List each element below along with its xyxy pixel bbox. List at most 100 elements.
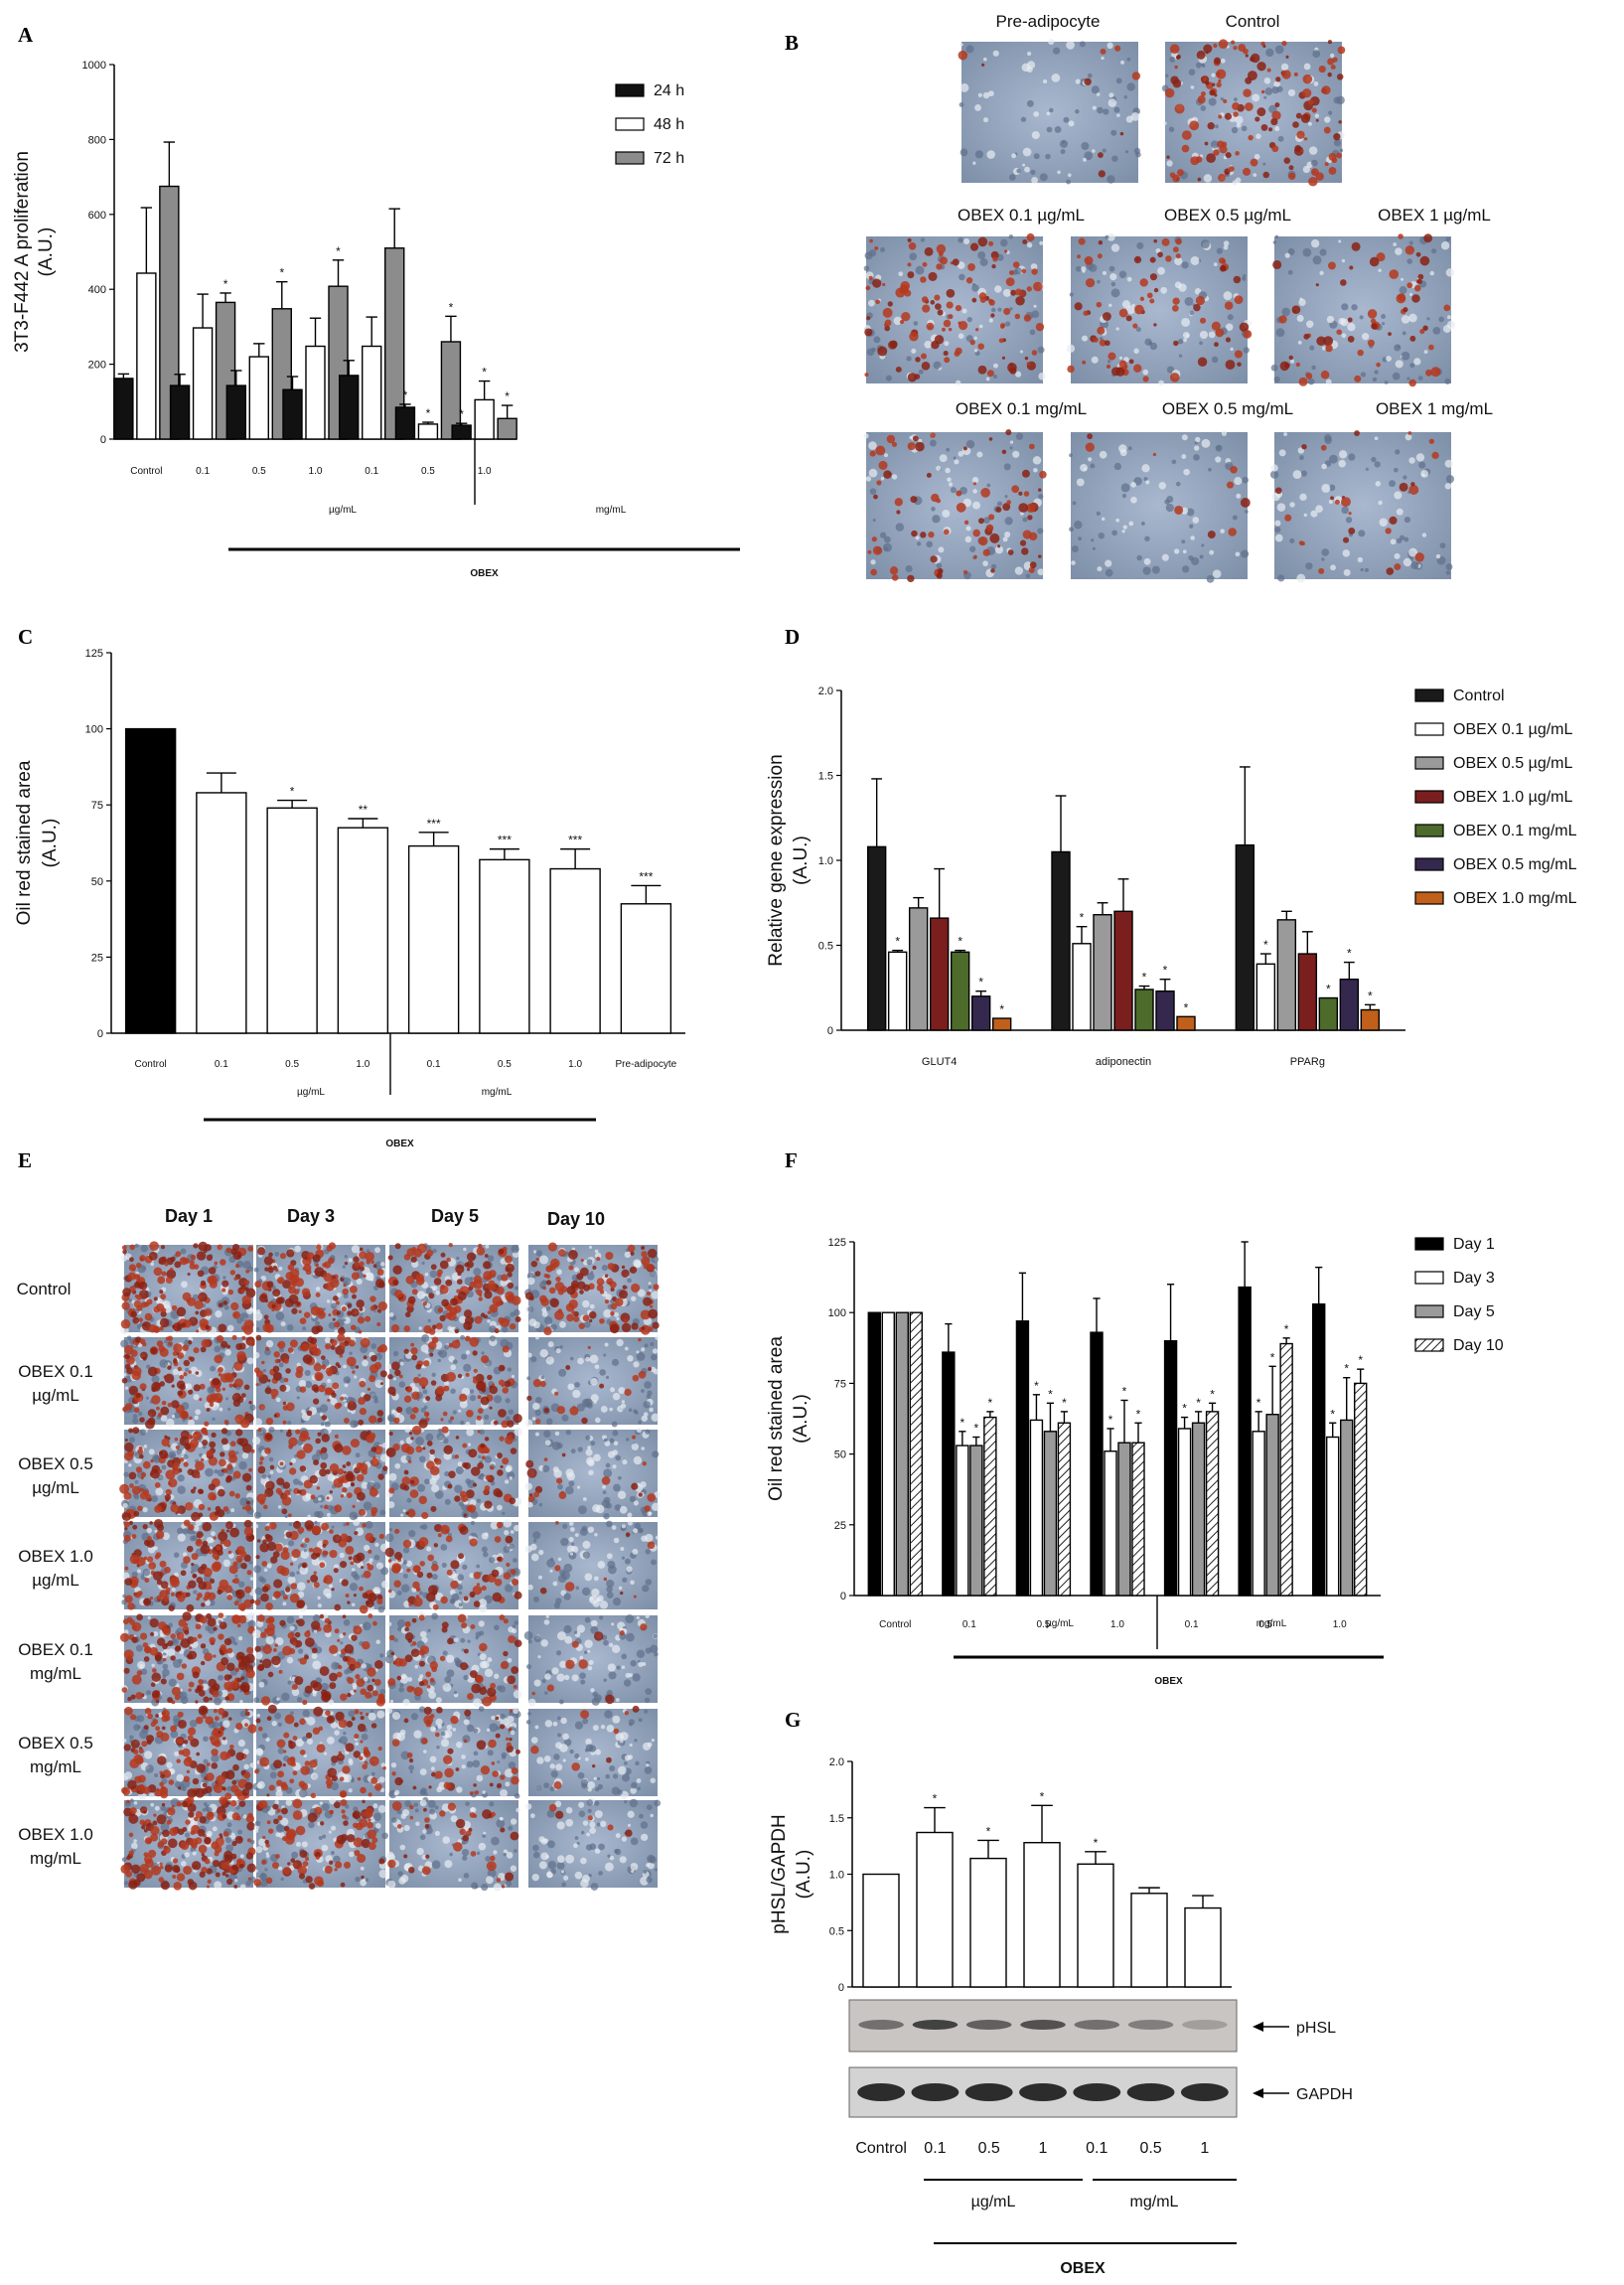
cell-dot [613, 1537, 620, 1544]
lipid-droplet [1223, 98, 1228, 104]
cell-dot [1410, 561, 1419, 570]
cell-dot [429, 1477, 437, 1485]
bar [956, 1445, 969, 1597]
cell-dot [1203, 174, 1213, 183]
cell-dot [924, 341, 933, 349]
lipid-droplet [259, 1456, 264, 1461]
cell-dot [437, 1358, 441, 1363]
cell-dot [535, 1335, 539, 1340]
lipid-droplet [321, 1434, 330, 1443]
cell-dot [1328, 110, 1333, 115]
lipid-droplet [219, 1458, 226, 1467]
x-tick-label: 0.5 [1036, 1619, 1050, 1630]
lipid-droplet [1294, 145, 1302, 152]
cell-dot [628, 1520, 633, 1526]
cell-dot [189, 1535, 197, 1542]
cell-dot [174, 1412, 181, 1419]
y-tick-label: 1.5 [818, 771, 833, 783]
lipid-droplet [228, 1565, 238, 1575]
cell-dot [142, 1506, 148, 1513]
legend-label: Day 3 [1453, 1270, 1495, 1287]
lipid-droplet [580, 1258, 584, 1263]
cell-dot [1371, 456, 1377, 463]
cell-dot [418, 1326, 423, 1330]
lipid-droplet [358, 1329, 363, 1334]
lipid-droplet [894, 498, 903, 507]
lipid-droplet [638, 1370, 647, 1379]
cell-dot [1038, 372, 1046, 381]
lipid-droplet [632, 1435, 637, 1440]
cell-dot [870, 559, 876, 565]
lipid-droplet [359, 1266, 366, 1272]
lipid-droplet [439, 1260, 449, 1270]
lipid-droplet [579, 1267, 589, 1277]
cell-dot [613, 1483, 621, 1492]
cell-dot [457, 1574, 465, 1582]
lipid-droplet [140, 1301, 147, 1308]
cell-dot [553, 1601, 561, 1609]
lipid-droplet [1204, 141, 1209, 146]
lipid-droplet [235, 1555, 243, 1563]
lipid-droplet [484, 1485, 491, 1491]
cell-dot [303, 1549, 307, 1553]
lipid-droplet [441, 1426, 449, 1434]
lipid-droplet [468, 1448, 478, 1458]
lipid-droplet [221, 1657, 229, 1666]
lipid-droplet [232, 1310, 240, 1319]
y-axis-title: Oil red stained area [766, 1336, 787, 1501]
lipid-droplet [1021, 268, 1027, 274]
lipid-droplet [289, 1339, 298, 1348]
cell-dot [344, 1255, 349, 1259]
lipid-droplet [1260, 89, 1265, 94]
lipid-droplet [1327, 72, 1332, 77]
lipid-droplet [980, 488, 990, 498]
lipid-droplet [1328, 152, 1337, 161]
significance-mark: * [1358, 1353, 1363, 1367]
lipid-droplet [997, 544, 1001, 548]
lipid-droplet [1349, 265, 1354, 270]
cell-dot [556, 1269, 562, 1276]
cell-dot [177, 1474, 185, 1482]
lipid-droplet [627, 1244, 636, 1253]
lipid-droplet [151, 1672, 161, 1682]
cell-dot [444, 1381, 449, 1387]
cell-dot [1169, 56, 1176, 63]
cell-dot [509, 1476, 514, 1480]
lipid-droplet [430, 1380, 437, 1386]
lipid-droplet [1403, 307, 1408, 313]
cell-dot [541, 1307, 547, 1313]
cell-dot [574, 1533, 579, 1538]
cell-dot [628, 1408, 633, 1413]
cell-dot [1382, 322, 1386, 326]
cell-dot [612, 1597, 622, 1606]
lipid-droplet [235, 1429, 243, 1437]
lipid-droplet [1274, 102, 1280, 108]
lipid-droplet [191, 1562, 195, 1567]
lipid-droplet [170, 1633, 176, 1639]
cell-dot [326, 1299, 331, 1303]
cell-dot [314, 1520, 318, 1524]
cell-dot [1063, 116, 1070, 123]
lipid-droplet [354, 1261, 361, 1268]
lipid-droplet [1425, 369, 1432, 377]
lipid-droplet [408, 1602, 412, 1606]
lipid-droplet [484, 1500, 493, 1509]
cell-dot [1277, 135, 1284, 142]
cell-dot [222, 1559, 230, 1568]
lipid-droplet [621, 1269, 630, 1278]
cell-dot [1166, 366, 1175, 374]
micrograph-background [866, 236, 1043, 383]
cell-dot [484, 1532, 489, 1537]
lipid-droplet [473, 1572, 482, 1580]
lipid-droplet [220, 1259, 226, 1266]
lipid-droplet [652, 1321, 660, 1329]
lipid-droplet [1430, 367, 1441, 378]
lipid-droplet [174, 1694, 181, 1701]
lipid-droplet [1172, 297, 1180, 305]
cell-dot [636, 1352, 646, 1361]
lipid-droplet [510, 1447, 517, 1454]
cell-dot [1394, 552, 1401, 559]
cell-dot [1004, 495, 1008, 499]
cell-dot [956, 380, 961, 385]
bar [196, 792, 247, 1034]
